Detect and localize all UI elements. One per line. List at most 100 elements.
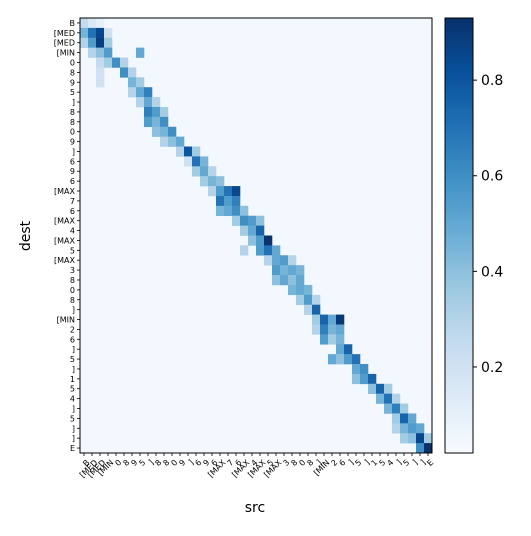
heatmap-cell	[272, 255, 281, 266]
x-tick-label: ]	[315, 458, 324, 467]
heatmap-cell	[96, 37, 105, 48]
heatmap-cell	[408, 413, 417, 424]
x-tick-label: 9	[177, 458, 187, 468]
y-tick-label: ]	[72, 424, 75, 433]
heatmap-cell	[232, 215, 241, 226]
x-tick-label: ]	[187, 458, 196, 467]
y-tick-label: ]	[72, 98, 75, 107]
heatmap-cell	[96, 77, 105, 88]
heatmap-cell	[248, 235, 257, 246]
heatmap-cell	[352, 364, 361, 375]
heatmap-cell	[288, 265, 297, 276]
y-tick-label: ]	[72, 434, 75, 443]
heatmap-cell	[88, 27, 97, 39]
x-tick-label: 8	[121, 458, 131, 468]
y-tick-label: 6	[70, 207, 75, 216]
y-tick-label: [MAX	[54, 256, 75, 265]
y-tick-label: ]	[72, 405, 75, 414]
heatmap-cell	[128, 67, 137, 78]
heatmap-cell	[336, 314, 345, 325]
y-tick-label: ]	[72, 306, 75, 315]
y-tick-label: [MIN	[57, 49, 75, 58]
heatmap-cell	[192, 156, 201, 167]
heatmap-cell	[304, 284, 313, 296]
heatmap-cell	[128, 87, 137, 98]
colorbar-gradient	[444, 17, 474, 454]
heatmap-cell	[288, 275, 297, 286]
heatmap-cell	[152, 116, 161, 128]
x-tick-label: 8	[305, 458, 315, 468]
heatmap-cell	[304, 304, 313, 315]
heatmap-cell	[400, 413, 409, 424]
heatmap-cell	[192, 146, 201, 157]
heatmap-cell	[240, 205, 249, 217]
x-tick-label: 8	[153, 458, 163, 468]
y-tick-label: 4	[70, 227, 75, 236]
x-tick-label: 4	[249, 458, 259, 468]
heatmap-cell	[392, 393, 401, 404]
heatmap-cell	[144, 97, 153, 108]
y-tick-label: 5	[70, 355, 75, 364]
heatmap-cell	[184, 146, 193, 157]
heatmap-cell	[264, 235, 273, 246]
y-tick-label: E	[70, 444, 75, 453]
y-tick-label: 8	[70, 276, 75, 285]
x-tick-label: 4	[385, 458, 395, 468]
heatmap-cell	[376, 383, 385, 394]
y-tick-label: [MED	[54, 29, 75, 38]
heatmap-cell	[160, 126, 169, 137]
colorbar-tick-label: 0.8	[481, 73, 503, 89]
heatmap-cell	[80, 27, 89, 39]
y-tick-label: 8	[70, 68, 75, 77]
heatmap-cell	[200, 176, 209, 187]
x-tick-label: 9	[129, 458, 139, 468]
heatmap-cell	[352, 354, 361, 365]
heatmap-cell	[240, 215, 249, 226]
heatmap-cell	[96, 18, 105, 29]
x-tick-label: 5	[377, 458, 387, 468]
x-tick-label: 3	[281, 458, 291, 468]
heatmap-cell	[312, 314, 321, 325]
heatmap-cell	[424, 443, 433, 454]
heatmap-cell	[216, 205, 225, 217]
heatmap-cell	[336, 354, 345, 365]
x-tick-label: ]	[411, 458, 420, 467]
x-tick-label: 1	[369, 458, 379, 468]
heatmap-cell	[392, 413, 401, 424]
heatmap-cell	[408, 433, 417, 444]
heatmap-cell	[88, 37, 97, 48]
heatmap-cell	[80, 18, 89, 29]
heatmap-cell	[288, 255, 297, 266]
heatmap-cell	[336, 344, 345, 355]
heatmap-cell	[104, 57, 113, 68]
heatmap-cell	[224, 186, 233, 197]
heatmap-cell	[144, 116, 153, 128]
colorbar-tick-label: 0.2	[481, 360, 503, 376]
y-tick-label: [MAX	[54, 236, 75, 245]
heatmap-cell	[320, 324, 329, 335]
heatmap-cell	[328, 314, 337, 325]
heatmap-cell	[96, 27, 105, 39]
heatmap-cell	[296, 284, 305, 296]
heatmap-cell	[176, 146, 185, 157]
heatmap-cell	[112, 57, 121, 68]
heatmap-cell	[400, 433, 409, 444]
heatmap-cell	[136, 47, 145, 58]
y-tick-label: 6	[70, 177, 75, 186]
heatmap-cell	[360, 373, 369, 385]
heatmap-cell	[392, 423, 401, 434]
y-tick-label: 5	[70, 246, 75, 255]
heatmap-cell	[216, 176, 225, 187]
heatmap-cell	[328, 334, 337, 345]
heatmap-cell	[152, 126, 161, 137]
heatmap-cell	[296, 275, 305, 286]
x-tick-label: 6	[337, 458, 347, 468]
heatmap-cell	[328, 354, 337, 365]
y-tick-label: 2	[70, 325, 75, 334]
y-tick-label: ]	[72, 345, 75, 354]
heatmap-cell	[104, 27, 113, 39]
x-tick-label: 8	[289, 458, 299, 468]
heatmap-cell	[312, 304, 321, 315]
y-tick-label: 8	[70, 108, 75, 117]
